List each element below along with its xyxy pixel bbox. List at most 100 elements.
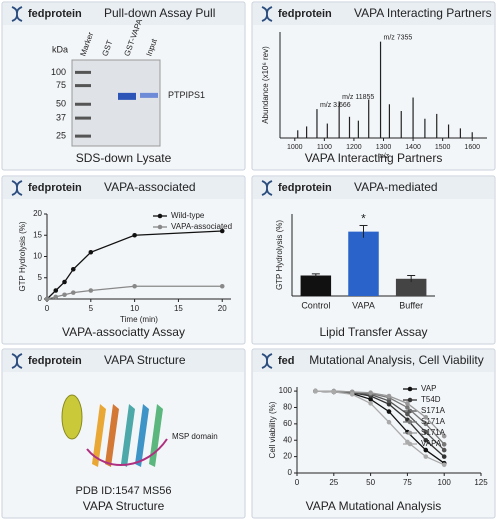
x-tick-label: 5 <box>89 304 94 313</box>
brand-name: fed <box>278 355 295 367</box>
panel-header <box>253 177 494 199</box>
ladder-band <box>75 102 91 106</box>
peak-annotation: m/z 7355 <box>384 34 413 41</box>
panel-title: VAPA Structure <box>104 353 186 367</box>
panel-caption: VAPA Structure <box>83 499 165 513</box>
y-axis-label: GTP Hydrolysis (%) <box>275 220 284 290</box>
panel-header <box>253 3 494 25</box>
data-point <box>386 398 392 404</box>
protein-band <box>118 92 136 100</box>
ladder-band <box>75 84 91 88</box>
logo-helix <box>261 6 273 22</box>
brand-logo <box>11 353 23 369</box>
domain-label: MSP domain <box>172 432 218 441</box>
legend-label: T54D <box>421 395 441 404</box>
data-point <box>386 401 392 407</box>
legend-label: VAP <box>421 384 436 393</box>
legend-marker <box>157 213 163 219</box>
data-point <box>441 447 447 453</box>
legend-label: S171A <box>421 417 446 426</box>
peak-annotation: m/z 3.666 <box>320 102 351 109</box>
data-point <box>331 389 337 395</box>
y-tick-label: 80 <box>283 403 292 412</box>
legend-marker <box>407 408 413 414</box>
series-line <box>315 390 445 437</box>
x-tick-label: 1600 <box>464 144 480 151</box>
legend-label: VAPA <box>421 439 442 448</box>
data-point <box>423 437 429 443</box>
y-tick-label: 0 <box>288 468 293 477</box>
legend-marker <box>407 386 413 392</box>
marker-label: 37 <box>56 112 66 122</box>
bar <box>348 231 379 296</box>
logo-helix <box>11 6 23 22</box>
x-tick-label: 50 <box>366 478 375 487</box>
panel-title: VAPA-mediated <box>354 180 438 194</box>
x-tick-label: 20 <box>218 304 227 313</box>
y-tick-label: 0 <box>38 294 43 303</box>
brand-logo <box>11 180 23 196</box>
x-axis-label: m/z <box>378 153 390 160</box>
logo-helix <box>261 353 273 369</box>
logo-helix <box>261 180 273 196</box>
peak-annotation: m/z 11855 <box>342 94 374 101</box>
panel <box>1 348 246 519</box>
data-point <box>441 433 447 439</box>
series-line <box>315 390 445 466</box>
panel-header <box>3 3 244 25</box>
y-axis-label: Abundance (x10⁶ rev) <box>261 46 270 124</box>
data-point <box>405 401 410 406</box>
x-tick-label: Control <box>301 300 330 310</box>
data-point <box>132 232 137 238</box>
x-tick-label: 0 <box>295 478 300 487</box>
data-point <box>219 228 225 234</box>
data-point <box>441 454 447 459</box>
panel-title: VAPA Interacting Partners <box>354 6 492 20</box>
data-point <box>386 419 392 425</box>
data-point <box>70 266 76 272</box>
brand-logo <box>261 180 273 196</box>
data-point <box>62 292 67 298</box>
marker-label: 75 <box>56 80 66 90</box>
x-tick-label: 1200 <box>346 144 362 151</box>
data-point <box>313 388 318 394</box>
ladder-band <box>75 70 91 74</box>
pdb-label: PDB ID:1547 MS56 <box>76 485 172 497</box>
data-point <box>44 296 50 302</box>
y-tick-label: 15 <box>33 230 42 239</box>
y-tick-label: 40 <box>283 435 292 444</box>
protein-band <box>140 92 158 98</box>
data-point <box>219 283 225 289</box>
x-tick-label: 10 <box>130 304 139 313</box>
x-tick-label: 15 <box>174 304 183 313</box>
data-point <box>386 393 392 399</box>
brand-name: fedprotein <box>278 182 332 194</box>
x-tick-label: 1100 <box>317 144 332 151</box>
beta-strand <box>105 404 119 467</box>
data-point <box>441 442 447 447</box>
data-point <box>423 454 429 459</box>
x-axis-label: Time (min) <box>120 315 158 324</box>
x-tick-label: 125 <box>474 478 488 487</box>
brand-name: fedprotein <box>28 355 82 367</box>
panel-caption: Lipid Transfer Assay <box>319 325 427 339</box>
x-tick-label: 1300 <box>376 144 392 151</box>
data-point <box>368 396 373 402</box>
legend-label: VAPA-associated <box>171 222 232 231</box>
brand-name: fedprotein <box>28 8 82 20</box>
x-tick-label: 1000 <box>287 144 303 151</box>
data-point <box>132 283 137 289</box>
y-tick-label: 20 <box>283 452 292 461</box>
brand-name: fedprotein <box>278 8 332 20</box>
data-point <box>349 392 355 397</box>
x-tick-label: 75 <box>403 478 412 487</box>
ladder-band <box>75 116 91 120</box>
marker-label: 50 <box>56 99 66 109</box>
data-point <box>423 421 429 427</box>
data-point <box>423 415 429 420</box>
panel-header <box>3 177 244 199</box>
panel-header <box>253 350 494 372</box>
data-point <box>386 409 392 414</box>
unit-label: kDa <box>52 44 68 54</box>
